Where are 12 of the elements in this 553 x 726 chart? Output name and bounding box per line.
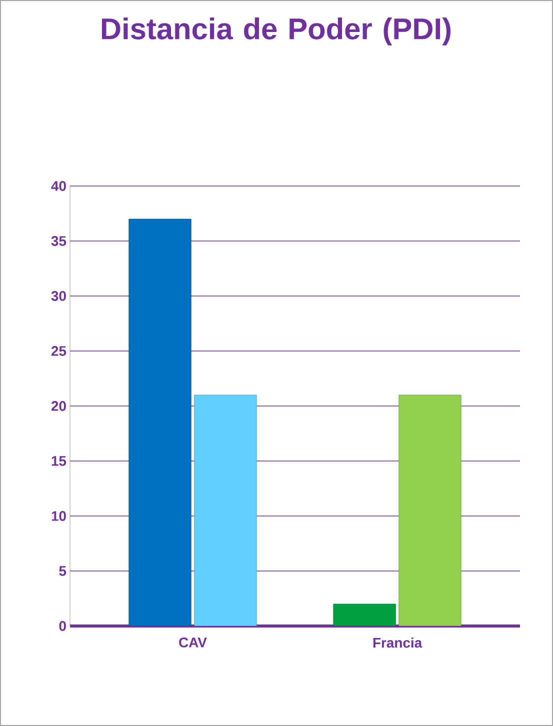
- y-tick-label: 35: [51, 236, 66, 246]
- x-tick-label: CAV: [179, 637, 207, 648]
- y-tick-label: 5: [59, 566, 66, 576]
- y-tick-label: 30: [51, 291, 66, 301]
- y-tick-label: 0: [59, 621, 66, 631]
- y-tick-label: 10: [52, 511, 66, 521]
- y-tick-label: 40: [51, 181, 66, 191]
- y-tick-label: 20: [51, 401, 66, 411]
- chart-title: Distancia de Poder (PDI): [102, 18, 451, 46]
- y-tick-label: 15: [52, 456, 66, 466]
- x-tick-label: Francia: [373, 637, 422, 648]
- y-tick-label: 25: [51, 346, 66, 356]
